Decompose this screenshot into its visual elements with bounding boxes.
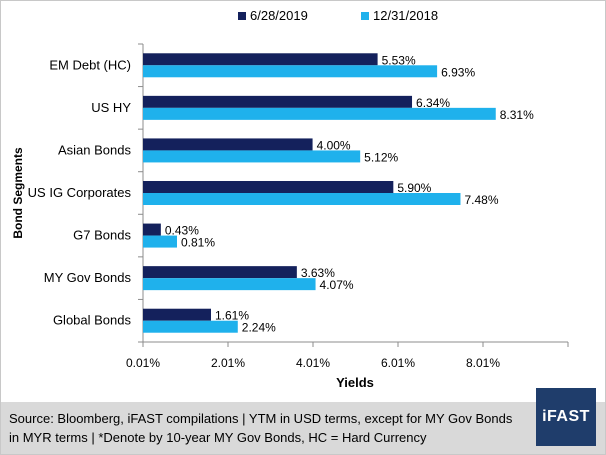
legend-label: 6/28/2019 bbox=[250, 8, 308, 23]
category-label: US IG Corporates bbox=[28, 185, 132, 200]
bar bbox=[143, 65, 438, 78]
x-tick-label: 8.01% bbox=[466, 356, 500, 370]
category-label: EM Debt (HC) bbox=[49, 57, 131, 72]
x-tick-label: 6.01% bbox=[381, 356, 415, 370]
source-note: Source: Bloomberg, iFAST compilations | … bbox=[9, 409, 537, 447]
source-footer: Source: Bloomberg, iFAST compilations | … bbox=[1, 402, 605, 454]
data-label: 6.34% bbox=[416, 96, 450, 110]
bar-chart: 6/28/2019 12/31/2018 0.01% 2.01% 4.01% 6.01% 8… bbox=[11, 8, 569, 390]
bar bbox=[143, 181, 394, 193]
source-note-line-1: Source: Bloomberg, iFAST compilations | … bbox=[9, 411, 513, 426]
data-label: 0.43% bbox=[165, 224, 199, 238]
ifast-logo: iFAST bbox=[536, 388, 596, 446]
data-label: 7.48% bbox=[464, 193, 498, 207]
data-label: 5.90% bbox=[397, 181, 431, 195]
y-axis-title: Bond Segments bbox=[11, 147, 25, 239]
bar bbox=[143, 95, 413, 108]
data-label: 6.93% bbox=[441, 65, 475, 79]
data-label: 5.53% bbox=[382, 53, 416, 67]
category-label: Asian Bonds bbox=[58, 142, 131, 157]
category-label: US HY bbox=[91, 100, 131, 115]
bar bbox=[143, 278, 316, 291]
source-note-line-2: in MYR terms | *Denote by 10-year MY Gov… bbox=[9, 430, 427, 445]
data-label: 0.81% bbox=[181, 236, 215, 250]
legend-label: 12/31/2018 bbox=[373, 8, 438, 23]
bar bbox=[143, 53, 378, 66]
x-tick-label: 0.01% bbox=[126, 356, 160, 370]
bar bbox=[143, 320, 238, 333]
data-label: 4.07% bbox=[320, 278, 354, 292]
legend-swatch bbox=[238, 12, 246, 20]
bar bbox=[143, 223, 161, 236]
x-tick-label: 4.01% bbox=[296, 356, 330, 370]
category-label: G7 Bonds bbox=[73, 228, 131, 243]
bar bbox=[143, 138, 313, 151]
bar bbox=[143, 266, 297, 279]
x-axis-title: Yields bbox=[336, 375, 374, 390]
data-label: 1.61% bbox=[215, 309, 249, 323]
bar bbox=[143, 107, 496, 120]
legend-swatch bbox=[361, 12, 369, 20]
bar bbox=[143, 193, 461, 205]
bar bbox=[143, 150, 361, 163]
data-label: 8.31% bbox=[500, 108, 534, 122]
data-label: 3.63% bbox=[301, 266, 335, 280]
category-label: Global Bonds bbox=[53, 313, 132, 328]
bar bbox=[143, 308, 211, 321]
x-tick-label: 2.01% bbox=[211, 356, 245, 370]
data-label: 4.00% bbox=[317, 138, 351, 152]
bar bbox=[143, 235, 177, 248]
data-label: 5.12% bbox=[364, 150, 398, 164]
data-label: 2.24% bbox=[242, 321, 276, 335]
category-label: MY Gov Bonds bbox=[44, 270, 132, 285]
